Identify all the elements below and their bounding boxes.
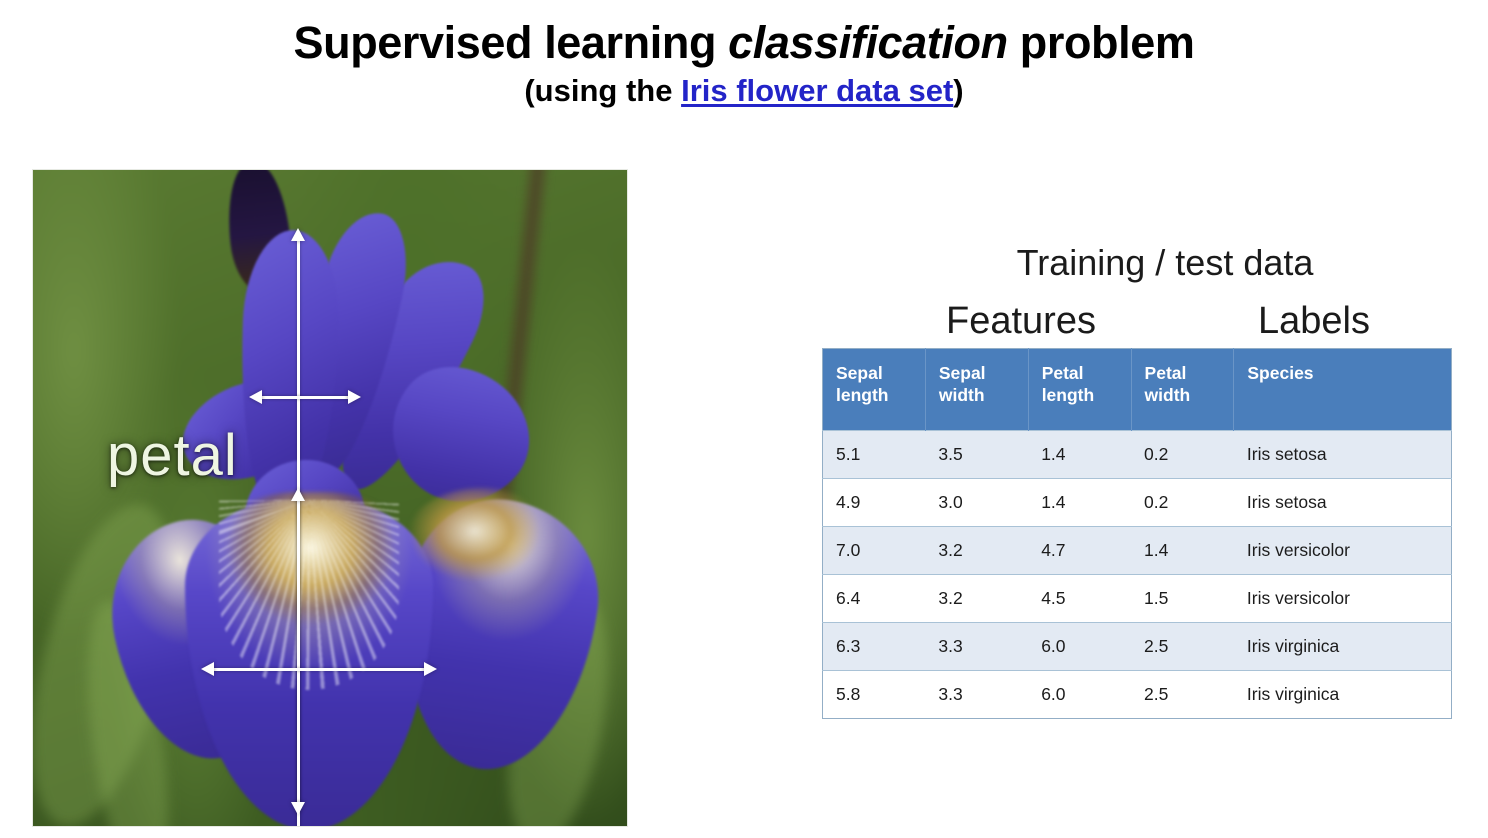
cell-petal-width: 1.5	[1131, 574, 1234, 623]
cell-sepal-width: 3.3	[925, 622, 1029, 671]
cell-sepal-length: 4.9	[822, 478, 926, 527]
column-header-line1: Sepal	[836, 363, 883, 383]
column-header-line1: Species	[1247, 363, 1314, 383]
cell-petal-length: 1.4	[1028, 430, 1132, 479]
table-row[interactable]: 6.4 3.2 4.5 1.5 Iris versicolor	[822, 574, 1452, 623]
table-row[interactable]: 4.9 3.0 1.4 0.2 Iris setosa	[822, 478, 1452, 527]
sepal-width-arrow-line	[213, 668, 425, 671]
cell-species: Iris setosa	[1233, 478, 1452, 527]
page-subtitle: (using the Iris flower data set)	[0, 73, 1488, 109]
training-test-data-heading: Training / test data	[1016, 242, 1314, 283]
column-header-species[interactable]: Species	[1233, 348, 1452, 431]
cell-sepal-width: 3.2	[925, 526, 1029, 575]
cell-petal-length: 4.5	[1028, 574, 1132, 623]
column-header-line2: width	[1144, 385, 1191, 406]
title-block: Supervised learning classification probl…	[0, 17, 1488, 109]
cell-species: Iris setosa	[1233, 430, 1452, 479]
iris-flower-photo: petal sepal	[33, 170, 627, 826]
cell-sepal-length: 5.1	[822, 430, 926, 479]
table-body: 5.1 3.5 1.4 0.2 Iris setosa 4.9 3.0 1.4 0.2 Iris …	[822, 430, 1452, 719]
table-row[interactable]: 5.8 3.3 6.0 2.5 Iris virginica	[822, 670, 1452, 719]
labels-heading: Labels	[1258, 300, 1370, 342]
sepal-length-arrow-head-top	[291, 488, 305, 501]
table-row[interactable]: 7.0 3.2 4.7 1.4 Iris versicolor	[822, 526, 1452, 575]
table-row[interactable]: 6.3 3.3 6.0 2.5 Iris virginica	[822, 622, 1452, 671]
table-header-row: Sepal length Sepal width Petal length Pe…	[822, 348, 1452, 431]
cell-petal-width: 2.5	[1131, 670, 1234, 719]
cell-sepal-width: 3.2	[925, 574, 1029, 623]
title-part-1: Supervised learning	[293, 17, 729, 68]
table-header: Sepal length Sepal width Petal length Pe…	[822, 348, 1452, 431]
petal-length-arrow-head-top	[291, 228, 305, 241]
cell-petal-length: 4.7	[1028, 526, 1132, 575]
petal-label: petal	[107, 423, 238, 488]
table-row[interactable]: 5.1 3.5 1.4 0.2 Iris setosa	[822, 430, 1452, 479]
cell-petal-width: 0.2	[1131, 478, 1234, 527]
cell-petal-length: 6.0	[1028, 622, 1132, 671]
cell-sepal-length: 5.8	[822, 670, 926, 719]
column-header-sepal-length[interactable]: Sepal length	[822, 348, 926, 431]
petal-width-arrow-line	[261, 396, 349, 399]
column-header-line2: length	[836, 385, 889, 406]
column-header-sepal-width[interactable]: Sepal width	[925, 348, 1029, 431]
column-header-line1: Petal	[1144, 363, 1187, 383]
iris-dataset-link[interactable]: Iris flower data set	[681, 73, 954, 109]
column-header-petal-width[interactable]: Petal width	[1131, 348, 1235, 431]
cell-petal-width: 2.5	[1131, 622, 1234, 671]
cell-sepal-width: 3.3	[925, 670, 1029, 719]
iris-crest	[407, 488, 557, 584]
cell-petal-length: 1.4	[1028, 478, 1132, 527]
column-header-line2: length	[1041, 385, 1095, 406]
iris-veins	[219, 500, 399, 690]
subtitle-prefix: (using the	[524, 73, 682, 109]
cell-sepal-width: 3.0	[925, 478, 1029, 527]
title-emphasis: classification	[728, 17, 1008, 68]
column-header-line1: Sepal	[938, 363, 986, 383]
column-header-petal-length[interactable]: Petal length	[1028, 348, 1132, 431]
cell-sepal-width: 3.5	[925, 430, 1029, 479]
cell-petal-width: 0.2	[1131, 430, 1234, 479]
cell-species: Iris versicolor	[1233, 526, 1452, 575]
iris-crest	[211, 492, 411, 632]
cell-species: Iris virginica	[1233, 622, 1452, 671]
cell-petal-width: 1.4	[1131, 526, 1234, 575]
cell-petal-length: 6.0	[1028, 670, 1132, 719]
title-part-2: problem	[1007, 17, 1195, 68]
iris-data-table: Sepal length Sepal width Petal length Pe…	[822, 348, 1452, 719]
cell-sepal-length: 7.0	[822, 526, 926, 575]
sepal-width-arrow-head-left	[201, 662, 214, 676]
sepal-width-arrow-head-right	[424, 662, 437, 676]
page-title: Supervised learning classification probl…	[0, 17, 1488, 68]
column-header-line1: Petal	[1041, 363, 1084, 383]
subtitle-suffix: )	[953, 73, 964, 109]
sepal-length-arrow-line	[297, 500, 300, 804]
petal-width-arrow-head-right	[348, 390, 361, 404]
cell-sepal-length: 6.3	[822, 622, 926, 671]
cell-sepal-length: 6.4	[822, 574, 926, 623]
sepal-length-arrow-head-bottom	[291, 802, 305, 815]
column-header-line2: width	[938, 385, 985, 406]
cell-species: Iris versicolor	[1233, 574, 1452, 623]
petal-width-arrow-head-left	[249, 390, 262, 404]
features-heading: Features	[946, 300, 1096, 342]
cell-species: Iris virginica	[1233, 670, 1452, 719]
